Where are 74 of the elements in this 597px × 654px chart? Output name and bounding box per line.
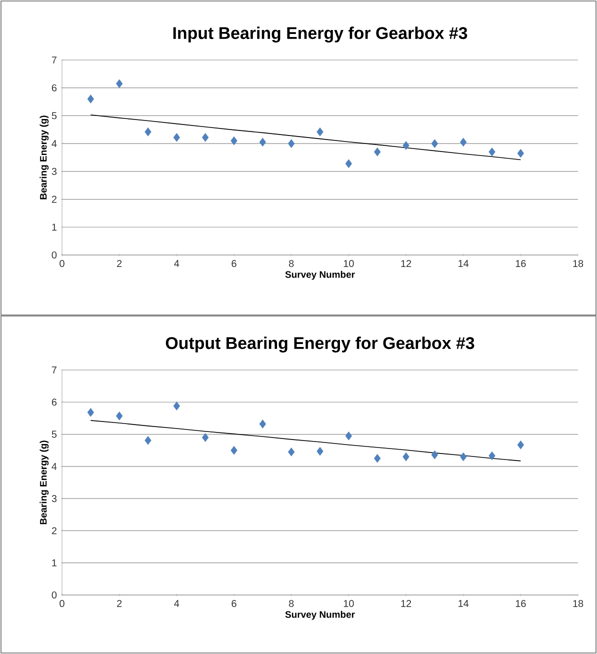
x-tick-label: 10: [344, 600, 354, 608]
point: [517, 440, 524, 450]
x-tick-label: 2: [117, 260, 122, 267]
x-tick-label: 0: [60, 600, 64, 608]
x-tick-label: 18: [573, 260, 584, 268]
y-tick-label: 3: [52, 168, 57, 175]
y-tick-label: 4: [52, 140, 57, 147]
x-tick-label: 2: [117, 600, 122, 607]
point: [288, 139, 295, 148]
point: [87, 408, 94, 417]
y-tick-label: 7: [52, 56, 56, 64]
point: [144, 436, 152, 445]
point: [345, 159, 352, 168]
x-tick-label: 8: [289, 260, 294, 268]
point: [230, 446, 238, 455]
point: [116, 412, 123, 420]
point: [517, 148, 524, 158]
x-tick-label: 12: [401, 260, 412, 267]
x-tick-label: 14: [458, 600, 469, 607]
y-tick-label: 0: [52, 251, 57, 259]
point: [316, 127, 324, 136]
point: [116, 79, 123, 88]
y-tick-label: 6: [52, 398, 57, 406]
point: [460, 138, 467, 147]
x-tick-label: 4: [174, 260, 180, 267]
point: [488, 148, 496, 156]
y-tick-label: 5: [52, 430, 57, 438]
point: [345, 431, 352, 440]
y-tick-label: 2: [52, 196, 56, 203]
point: [431, 139, 438, 148]
x-tick-label: 12: [401, 600, 412, 607]
y-tick-label: 3: [52, 495, 57, 502]
point: [402, 141, 410, 150]
chart-title: Input Bearing Energy for Gearbox #3: [173, 26, 468, 43]
x-tick-label: 10: [344, 260, 354, 268]
x-axis-title: Survey Number: [285, 270, 355, 280]
y-tick-label: 1: [52, 559, 56, 566]
chart-title: Output Bearing Energy for Gearbox #3: [166, 336, 474, 352]
x-tick-label: 14: [458, 260, 469, 267]
point: [374, 454, 381, 463]
y-tick-label: 1: [52, 224, 56, 231]
point: [374, 148, 381, 156]
point: [230, 136, 238, 146]
point: [173, 133, 180, 142]
y-tick-label: 5: [52, 112, 57, 120]
y-tick-label: 6: [52, 84, 57, 92]
point: [259, 138, 266, 147]
x-tick-label: 4: [174, 600, 180, 607]
point: [173, 402, 180, 410]
point: [144, 127, 152, 136]
y-tick-label: 7: [52, 366, 56, 374]
point: [316, 446, 324, 456]
x-tick-label: 16: [516, 260, 526, 268]
point: [202, 133, 209, 142]
point: [259, 420, 266, 428]
point: [288, 448, 295, 456]
y-tick-label: 2: [52, 527, 56, 534]
point: [460, 452, 467, 462]
x-axis-title: Survey Number: [285, 610, 355, 620]
x-tick-label: 6: [232, 600, 236, 608]
x-tick-label: 0: [60, 260, 64, 268]
y-tick-label: 4: [52, 462, 57, 470]
y-axis-title: Bearing Energy (g): [40, 116, 49, 200]
point: [402, 452, 410, 462]
y-axis-title: Bearing Energy (g): [40, 440, 49, 524]
x-tick-label: 8: [289, 600, 294, 608]
x-tick-label: 18: [573, 600, 584, 608]
x-tick-label: 16: [516, 600, 526, 608]
point: [202, 433, 209, 442]
point: [87, 94, 94, 104]
x-tick-label: 6: [232, 260, 236, 268]
y-tick-label: 0: [52, 591, 57, 599]
point: [488, 451, 496, 460]
point: [431, 450, 438, 460]
